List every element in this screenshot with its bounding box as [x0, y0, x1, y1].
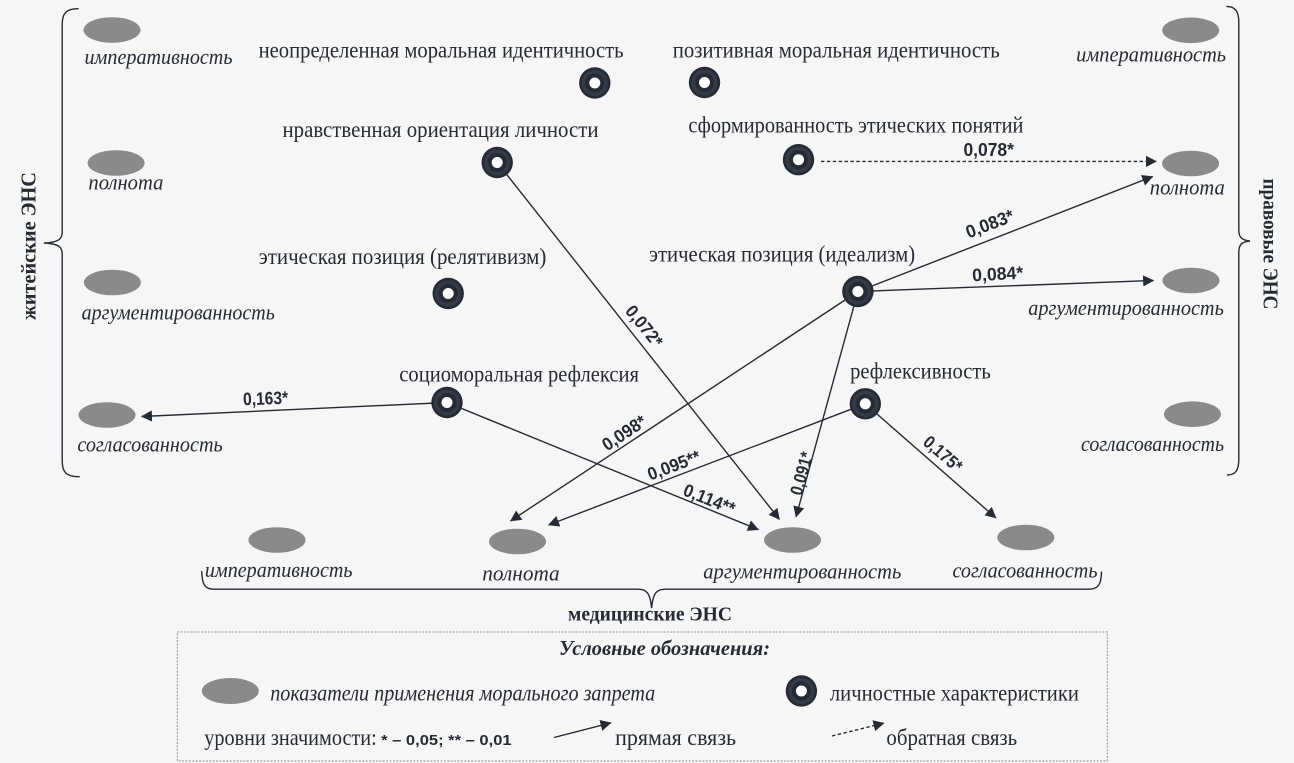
svg-text:согласованность: согласованность: [953, 558, 1098, 583]
svg-text:медицинские ЭНС: медицинские ЭНС: [568, 604, 732, 626]
svg-text:показатели применения морально: показатели применения морального запрета: [270, 681, 655, 706]
svg-text:0,078*: 0,078*: [963, 140, 1014, 160]
svg-text:правовые ЭНС: правовые ЭНС: [1259, 179, 1283, 310]
svg-text:социоморальная рефлексия: социоморальная рефлексия: [399, 361, 639, 386]
svg-text:императивность: императивность: [85, 44, 233, 69]
svg-text:аргументированность: аргументированность: [703, 559, 901, 584]
svg-text:согласованность: согласованность: [77, 432, 222, 457]
svg-text:сформированность этических пон: сформированность этических понятий: [688, 113, 1023, 138]
svg-text:уровни значимости:: уровни значимости:: [204, 725, 377, 750]
svg-text:0,163*: 0,163*: [243, 388, 289, 410]
svg-text:житейские ЭНС: житейские ЭНС: [17, 172, 41, 320]
svg-text:согласованность: согласованность: [1081, 431, 1224, 456]
svg-text:неопределенная моральная идент: неопределенная моральная идентичность: [259, 38, 624, 63]
svg-text:0,084*: 0,084*: [972, 263, 1024, 286]
svg-text:полнота: полнота: [88, 169, 163, 194]
svg-text:этическая позиция (идеализм): этическая позиция (идеализм): [649, 242, 915, 267]
svg-text:полнота: полнота: [1150, 174, 1225, 199]
svg-text:нравственная ориентация личнос: нравственная ориентация личности: [283, 117, 599, 142]
svg-text:позитивная моральная идентично: позитивная моральная идентичность: [673, 37, 1000, 62]
svg-text:аргументированность: аргументированность: [82, 300, 275, 325]
svg-text:этическая позиция (релятивизм): этическая позиция (релятивизм): [259, 244, 547, 269]
svg-text:аргументированность: аргументированность: [1028, 295, 1224, 320]
svg-text:рефлексивность: рефлексивность: [850, 359, 991, 384]
svg-text:прямая связь: прямая связь: [615, 725, 736, 750]
svg-text:Условные обозначения:: Условные обозначения:: [559, 636, 770, 660]
svg-text:императивность: императивность: [205, 557, 353, 582]
svg-text:полнота: полнота: [482, 560, 559, 585]
svg-text:обратная связь: обратная связь: [886, 725, 1017, 750]
svg-text:* – 0,05; ** – 0,01: * – 0,05; ** – 0,01: [381, 732, 512, 749]
svg-text:личностные характеристики: личностные характеристики: [830, 681, 1079, 706]
svg-text:императивность: императивность: [1076, 41, 1226, 66]
